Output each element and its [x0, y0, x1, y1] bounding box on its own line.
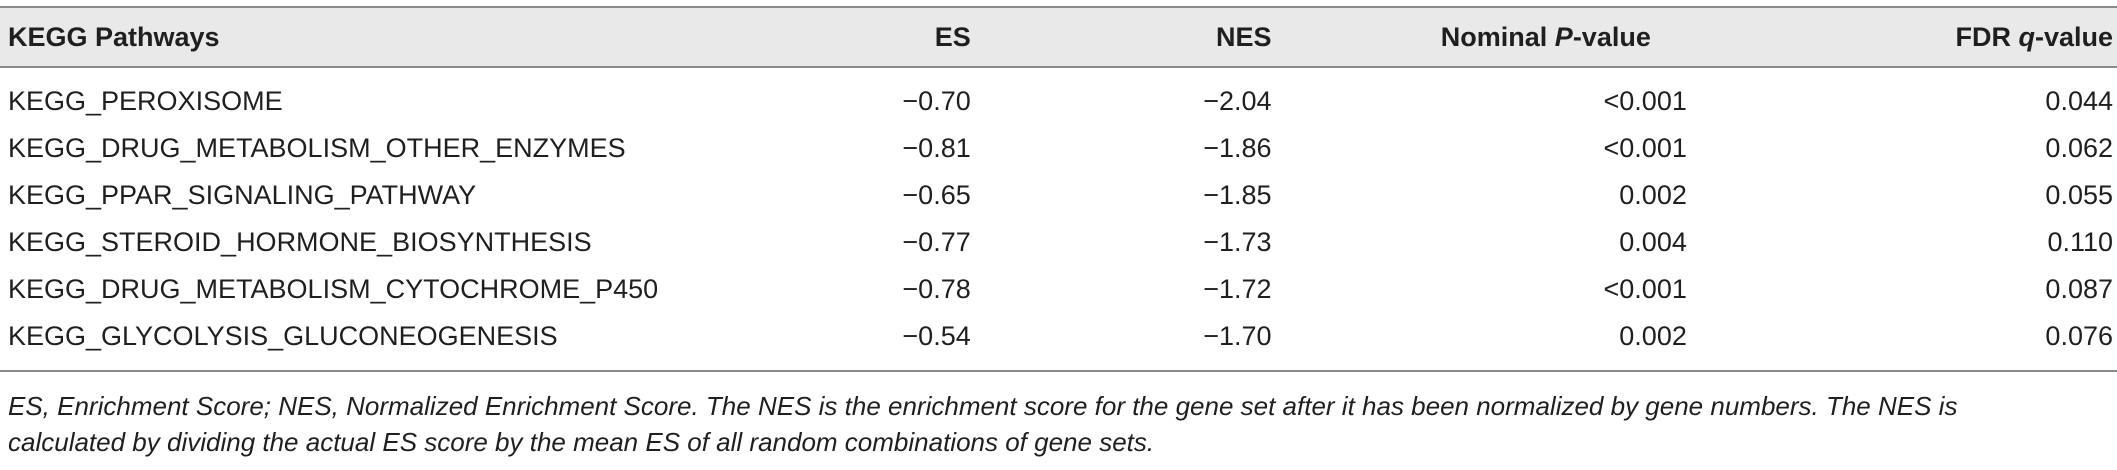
cell-fdr: 0.055	[2045, 180, 2113, 210]
footnote-line-1: ES, Enrichment Score; NES, Normalized En…	[8, 391, 1958, 421]
table-row: KEGG_DRUG_METABOLISM_OTHER_ENZYMES −0.81…	[0, 125, 2117, 172]
cell-nes: −1.86	[1203, 133, 1272, 163]
table-row: KEGG_PEROXISOME −0.70 −2.04 <0.001 0.044	[0, 67, 2117, 125]
header-pathway: KEGG Pathways	[0, 6, 781, 68]
cell-pvalue: <0.001	[1603, 86, 1687, 116]
cell-pvalue-wrap: <0.001	[1272, 67, 1729, 125]
cell-es: −0.70	[902, 86, 971, 116]
table-body: KEGG_PEROXISOME −0.70 −2.04 <0.001 0.044…	[0, 67, 2117, 372]
cell-pvalue-wrap: 0.002	[1272, 172, 1729, 219]
cell-nes: −1.85	[1203, 180, 1272, 210]
cell-pvalue: 0.002	[1619, 321, 1687, 351]
cell-fdr: 0.044	[2045, 86, 2113, 116]
table-row: KEGG_GLYCOLYSIS_GLUCONEOGENESIS −0.54 −1…	[0, 313, 2117, 372]
cell-pvalue: 0.002	[1619, 180, 1687, 210]
kegg-pathways-table: KEGG Pathways ES NES Nominal P-value FDR…	[0, 6, 2117, 372]
header-fdr-suffix: -value	[2034, 21, 2113, 52]
cell-fdr: 0.087	[2045, 274, 2113, 304]
cell-fdr: 0.110	[2047, 227, 2113, 257]
table-row: KEGG_PPAR_SIGNALING_PATHWAY −0.65 −1.85 …	[0, 172, 2117, 219]
cell-pathway: KEGG_PPAR_SIGNALING_PATHWAY	[8, 180, 477, 210]
header-nes: NES	[970, 6, 1272, 68]
cell-es: −0.81	[902, 133, 971, 163]
cell-pathway: KEGG_GLYCOLYSIS_GLUCONEOGENESIS	[0, 313, 781, 372]
cell-es: −0.65	[902, 180, 971, 210]
header-nominal-pvalue: Nominal P-value	[1271, 6, 1729, 68]
cell-es: −0.54	[780, 313, 971, 372]
header-fdr-italic: q	[2018, 21, 2035, 52]
cell-pvalue-wrap: 0.002	[1271, 313, 1729, 372]
cell-pvalue-wrap: 0.004	[1272, 219, 1729, 266]
cell-nes: −1.73	[1203, 227, 1272, 257]
table-header: KEGG Pathways ES NES Nominal P-value FDR…	[0, 6, 2117, 68]
cell-fdr: 0.062	[2045, 133, 2113, 163]
cell-pvalue: 0.004	[1619, 227, 1687, 257]
cell-pvalue: <0.001	[1603, 274, 1687, 304]
cell-pvalue-wrap: <0.001	[1272, 266, 1729, 313]
cell-pathway: KEGG_PEROXISOME	[8, 86, 283, 116]
cell-nes: −1.72	[1203, 274, 1272, 304]
header-fdr-qvalue: FDR q-value	[1728, 6, 2117, 68]
table-footnote: ES, Enrichment Score; NES, Normalized En…	[8, 388, 2108, 460]
header-pvalue-prefix: Nominal	[1440, 21, 1555, 52]
cell-fdr: 0.076	[1728, 313, 2117, 372]
header-row: KEGG Pathways ES NES Nominal P-value FDR…	[0, 6, 2117, 68]
footnote-line-2: calculated by dividing the actual ES sco…	[8, 427, 1155, 457]
cell-pvalue-wrap: <0.001	[1272, 125, 1729, 172]
cell-pathway: KEGG_DRUG_METABOLISM_OTHER_ENZYMES	[8, 133, 626, 163]
header-pvalue-italic: P	[1554, 21, 1573, 52]
cell-pathway: KEGG_STEROID_HORMONE_BIOSYNTHESIS	[8, 227, 592, 257]
header-es: ES	[780, 6, 971, 68]
kegg-pathways-table-container: KEGG Pathways ES NES Nominal P-value FDR…	[0, 6, 2117, 372]
cell-pathway: KEGG_DRUG_METABOLISM_CYTOCHROME_P450	[8, 274, 659, 304]
cell-es: −0.78	[902, 274, 971, 304]
header-fdr-prefix: FDR	[1955, 21, 2019, 52]
cell-pvalue: <0.001	[1603, 133, 1687, 163]
header-pvalue-suffix: -value	[1572, 21, 1651, 52]
table-row: KEGG_DRUG_METABOLISM_CYTOCHROME_P450 −0.…	[0, 266, 2117, 313]
cell-nes: −2.04	[1203, 86, 1272, 116]
cell-nes: −1.70	[970, 313, 1272, 372]
table-row: KEGG_STEROID_HORMONE_BIOSYNTHESIS −0.77 …	[0, 219, 2117, 266]
cell-es: −0.77	[902, 227, 971, 257]
